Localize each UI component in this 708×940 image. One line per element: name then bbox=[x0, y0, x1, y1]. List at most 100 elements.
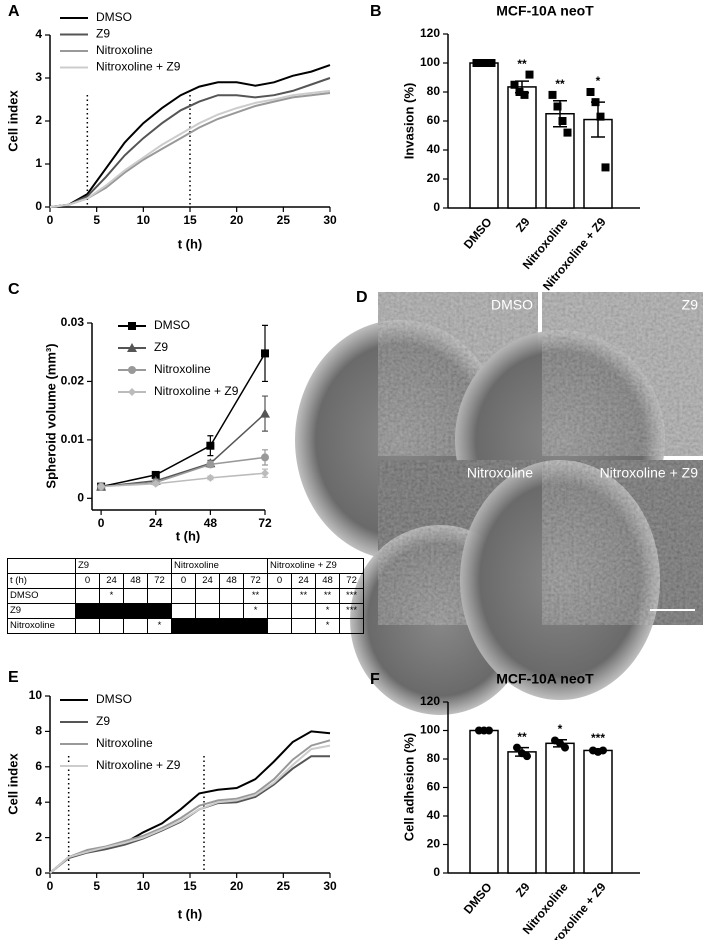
y-tick-label: 0 bbox=[35, 199, 42, 213]
x-tick-label: 72 bbox=[258, 516, 272, 530]
y-tick-label: 40 bbox=[427, 142, 441, 156]
panel-letter: A bbox=[8, 3, 20, 20]
y-tick-label: 60 bbox=[427, 113, 441, 127]
panel: E Cell index 0 2 4 6 8 10 t (h) 0 5 10 15 20 25 30 DMSO Z… bbox=[5, 669, 337, 921]
microscopy-panel: D DMSO Z9 Nitroxoline Nitroxoline + Z9 bbox=[295, 289, 703, 715]
time-header: 24 bbox=[195, 573, 221, 589]
table-cell bbox=[195, 588, 221, 604]
x-tick-label: Z9 bbox=[513, 880, 533, 900]
table-cell bbox=[195, 603, 221, 619]
table-cell: * bbox=[315, 603, 341, 619]
marker bbox=[601, 163, 610, 172]
marker bbox=[206, 460, 215, 469]
y-tick-label: 0.01 bbox=[61, 432, 85, 446]
y-axis-label: Invasion (%) bbox=[401, 83, 416, 160]
legend-label: DMSO bbox=[96, 10, 132, 24]
x-tick-label: 24 bbox=[149, 516, 163, 530]
x-tick-label: 0 bbox=[98, 516, 105, 530]
bar bbox=[545, 742, 575, 874]
legend-label: Nitroxoline bbox=[154, 362, 211, 376]
marker bbox=[563, 128, 572, 137]
y-tick-label: 10 bbox=[29, 688, 43, 702]
x-axis-label: t (h) bbox=[178, 236, 203, 251]
bar bbox=[507, 751, 537, 874]
table-cell bbox=[267, 618, 293, 634]
significance-label: * bbox=[596, 74, 601, 88]
y-tick-label: 20 bbox=[427, 171, 441, 185]
significance-label: * bbox=[558, 722, 563, 736]
table-cell: * bbox=[315, 618, 341, 634]
blocked-cell bbox=[75, 603, 100, 619]
time-header: 0 bbox=[267, 573, 293, 589]
series-line bbox=[49, 744, 331, 874]
blocked-cell bbox=[171, 618, 197, 634]
row-header: Z9 bbox=[7, 603, 76, 619]
y-tick-label: 60 bbox=[427, 780, 441, 794]
y-tick-label: 0.03 bbox=[61, 315, 85, 329]
y-tick-label: 4 bbox=[35, 794, 42, 808]
marker bbox=[558, 117, 567, 125]
marker bbox=[128, 322, 136, 330]
marker bbox=[553, 102, 562, 111]
table-cell bbox=[75, 588, 100, 604]
marker bbox=[515, 88, 524, 96]
image-label: Nitroxoline bbox=[467, 465, 533, 481]
significance-label: *** bbox=[591, 731, 605, 745]
x-tick-label: DMSO bbox=[461, 880, 495, 917]
table-cell bbox=[339, 618, 365, 634]
image-texture bbox=[542, 292, 703, 456]
table-cell bbox=[7, 558, 76, 574]
group-header: Nitroxoline bbox=[171, 558, 269, 574]
panel: A Cell index 0 1 2 3 4 t (h) 0 5 10 15 20 25 30 DMSO Z9 N… bbox=[5, 3, 337, 251]
marker bbox=[561, 743, 569, 752]
group-header: Z9 bbox=[74, 558, 173, 574]
time-header: 48 bbox=[123, 573, 148, 589]
marker bbox=[596, 112, 605, 121]
legend-label: DMSO bbox=[96, 692, 132, 706]
legend-label: DMSO bbox=[154, 318, 190, 332]
marker bbox=[520, 90, 529, 99]
y-tick-label: 2 bbox=[35, 113, 42, 127]
series-line bbox=[101, 472, 266, 488]
table-cell: ** bbox=[243, 588, 269, 604]
table-cell: *** bbox=[339, 588, 365, 604]
bar bbox=[507, 86, 537, 209]
marker bbox=[591, 98, 600, 107]
table-cell bbox=[219, 603, 245, 619]
y-tick-label: 120 bbox=[420, 694, 440, 708]
y-tick-label: 120 bbox=[420, 26, 440, 40]
table-row: Nitroxoline * * bbox=[7, 618, 365, 634]
blocked-cell bbox=[99, 603, 124, 619]
bar bbox=[469, 729, 499, 874]
marker bbox=[128, 388, 136, 396]
marker bbox=[548, 90, 557, 99]
x-tick-label: 0 bbox=[47, 879, 54, 893]
bar bbox=[545, 113, 575, 209]
image-texture bbox=[542, 460, 703, 625]
image-label: Nitroxoline + Z9 bbox=[600, 465, 699, 481]
legend-label: Nitroxoline bbox=[96, 736, 153, 750]
blocked-cell bbox=[219, 618, 245, 634]
blocked-cell bbox=[123, 603, 148, 619]
chart-title: MCF-10A neoT bbox=[496, 671, 594, 687]
table-row: DMSO * ** ** ** *** bbox=[7, 588, 365, 604]
panel-letter: D bbox=[356, 289, 368, 306]
x-tick-label: 30 bbox=[323, 879, 337, 893]
image-label: Z9 bbox=[682, 297, 699, 313]
x-tick-label: 30 bbox=[323, 213, 337, 227]
x-tick-label: 15 bbox=[183, 213, 197, 227]
table-row: Z9 Nitroxoline Nitroxoline + Z9 bbox=[7, 558, 365, 574]
x-axis-label: t (h) bbox=[178, 906, 203, 921]
marker bbox=[260, 408, 270, 418]
legend-label: Nitroxoline + Z9 bbox=[154, 384, 239, 398]
time-header: 72 bbox=[339, 573, 365, 589]
x-tick-label: 25 bbox=[277, 213, 291, 227]
marker bbox=[510, 80, 519, 89]
table-cell bbox=[75, 618, 100, 634]
panel-letter: C bbox=[8, 281, 20, 298]
row-header: Nitroxoline bbox=[7, 618, 76, 634]
table-cell bbox=[291, 603, 317, 619]
y-tick-label: 4 bbox=[35, 27, 42, 41]
x-tick-label: 5 bbox=[93, 879, 100, 893]
